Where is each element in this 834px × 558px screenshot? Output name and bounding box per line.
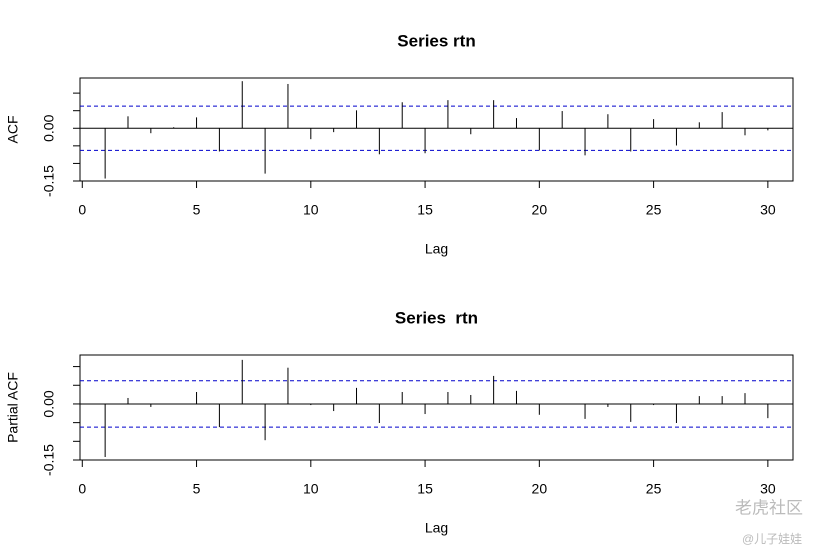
x-tick-label: 10 [303, 481, 319, 497]
y-axis-label: Partial ACF [5, 372, 21, 443]
x-tick-label: 5 [193, 202, 201, 218]
y-tick-label: 0.00 [41, 390, 57, 417]
x-tick-label: 30 [760, 481, 776, 497]
x-tick-label: 25 [646, 202, 662, 218]
x-tick-label: 5 [193, 481, 201, 497]
x-tick-label: 15 [417, 481, 433, 497]
x-tick-label: 10 [303, 202, 319, 218]
x-tick-label: 20 [532, 202, 548, 218]
x-tick-label: 0 [78, 202, 86, 218]
plot-frame [79, 77, 794, 182]
x-axis-label: Lag [425, 520, 448, 536]
x-tick-label: 30 [760, 202, 776, 218]
x-tick-label: 15 [417, 202, 433, 218]
x-axis-label: Lag [425, 241, 448, 257]
x-tick-label: 25 [646, 481, 662, 497]
chart-title: Series rtn [395, 308, 478, 327]
chart-title: Series rtn [397, 31, 475, 50]
x-tick-label: 0 [78, 481, 86, 497]
x-tick-label: 20 [532, 481, 548, 497]
watermark-user: @儿子娃娃 [742, 532, 802, 546]
watermark: 老虎社区 [735, 498, 803, 517]
y-tick-label: -0.15 [41, 165, 57, 197]
y-axis-label: ACF [5, 116, 21, 144]
y-tick-label: 0.00 [41, 114, 57, 141]
plot-frame [79, 354, 794, 461]
y-tick-label: -0.15 [41, 444, 57, 476]
